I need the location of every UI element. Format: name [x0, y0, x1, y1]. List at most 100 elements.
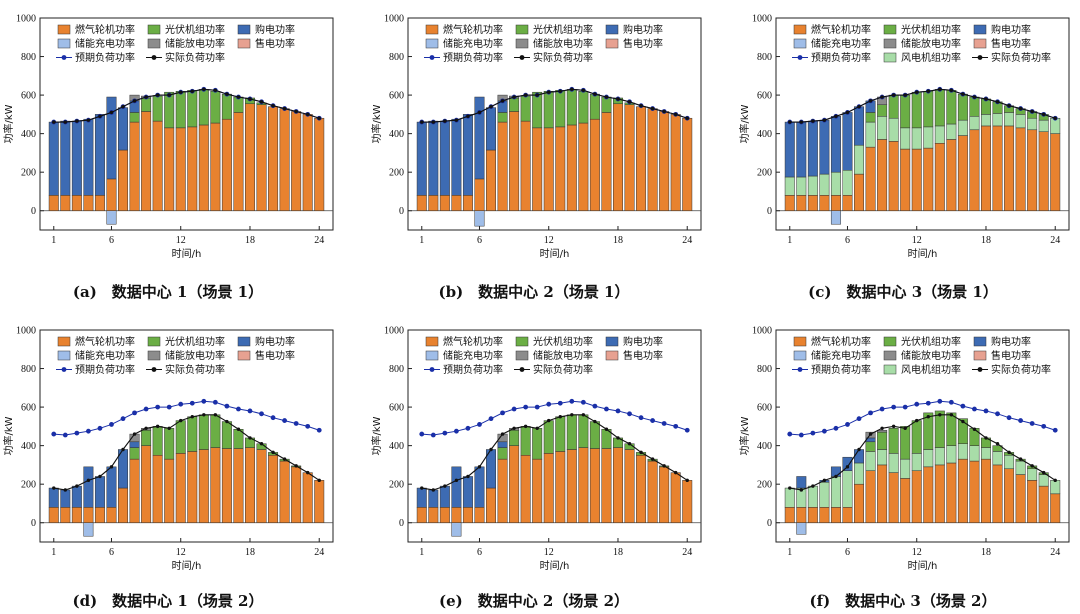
- predicted-load-point: [143, 406, 149, 412]
- actual-load-point: [305, 470, 310, 475]
- x-tick-label: 1: [419, 547, 424, 558]
- legend-label: 购电功率: [991, 335, 1031, 348]
- legend-label: 实际负荷功率: [991, 363, 1051, 376]
- actual-load-point: [685, 116, 689, 120]
- y-tick-label: 800: [21, 52, 36, 63]
- bar-gas: [462, 195, 473, 211]
- bar-buy: [462, 476, 473, 508]
- predicted-load-point: [442, 430, 448, 436]
- predicted-load-point: [305, 423, 311, 429]
- legend-label: 预期负荷功率: [75, 363, 135, 376]
- x-tick-label: 6: [477, 235, 482, 246]
- bar-gas: [129, 458, 140, 523]
- actual-load-point: [868, 432, 873, 436]
- bar-gas: [923, 466, 934, 523]
- actual-load-point: [891, 93, 896, 97]
- bar-pv: [543, 420, 554, 454]
- predicted-load-point: [534, 404, 540, 410]
- bar-gas: [106, 507, 117, 523]
- predicted-load-point: [155, 404, 161, 410]
- actual-load-point: [305, 112, 310, 117]
- bar-buy: [474, 96, 485, 180]
- legend-swatch-buy: [973, 336, 987, 347]
- actual-load-point: [271, 450, 275, 455]
- x-axis-label: 时间/h: [540, 559, 570, 572]
- actual-load-point: [961, 92, 965, 96]
- predicted-load-point: [259, 411, 264, 417]
- actual-load-point: [466, 474, 470, 479]
- bar-gas: [624, 449, 635, 523]
- legend-label: 光伏机组功率: [165, 335, 225, 348]
- actual-load-point: [213, 88, 218, 92]
- legend-swatch-buy: [237, 24, 251, 35]
- bar-gas: [210, 122, 221, 211]
- bar-wind: [980, 114, 991, 127]
- bar-gas: [900, 148, 911, 211]
- plot-frame: [775, 329, 1070, 543]
- legend-swatch-buy: [605, 336, 619, 347]
- bar-pv: [164, 428, 175, 460]
- predicted-load-point: [557, 400, 563, 406]
- actual-load-point: [282, 457, 287, 461]
- predicted-load-point: [798, 432, 804, 438]
- bar-wind: [900, 458, 911, 479]
- legend-swatch-charge: [793, 350, 807, 361]
- bar-gas: [198, 124, 209, 211]
- actual-load-point: [972, 427, 977, 431]
- bar-gas: [94, 195, 105, 211]
- x-axis-label: 时间/h: [172, 247, 202, 260]
- bar-wind: [865, 121, 876, 148]
- bar-pv: [141, 429, 152, 446]
- actual-load-point: [454, 118, 459, 122]
- bar-pv: [934, 410, 945, 448]
- legend-label: 预期负荷功率: [443, 51, 503, 64]
- actual-load-point: [570, 413, 574, 417]
- actual-load-point: [294, 464, 298, 468]
- bar-gas: [612, 103, 623, 211]
- bar-gas: [439, 195, 450, 211]
- bar-gas: [256, 449, 267, 523]
- actual-load-point: [132, 99, 137, 103]
- actual-load-point: [500, 99, 505, 103]
- x-tick-label: 24: [1050, 235, 1060, 246]
- actual-load-point: [75, 119, 79, 123]
- x-tick-label: 12: [912, 235, 922, 246]
- bar-gas: [842, 195, 853, 211]
- bar-buy: [796, 476, 807, 489]
- bar-gas: [636, 455, 647, 523]
- predicted-load-point: [120, 416, 126, 422]
- legend-swatch-discharge: [515, 350, 529, 361]
- y-tick-label: 800: [757, 52, 772, 63]
- actual-load-point: [926, 415, 930, 419]
- legend-swatch-gas: [793, 336, 807, 347]
- y-tick-label: 800: [21, 364, 36, 375]
- predicted-load-point: [430, 432, 436, 438]
- bar-gas: [486, 149, 497, 211]
- actual-load-point: [489, 104, 493, 109]
- bar-wind: [934, 447, 945, 466]
- bar-buy: [416, 121, 427, 196]
- bar-gas: [1004, 468, 1015, 523]
- predicted-load-point: [477, 422, 482, 427]
- legend-label: 实际负荷功率: [533, 51, 593, 64]
- bar-charge: [796, 522, 807, 535]
- chart-panel-b: 0 200 400 600 800 1000 1 6 12 18 24 时间/h 功率/kW 燃气轮机功率…: [370, 14, 702, 301]
- bar-pv: [175, 420, 186, 454]
- bar-wind: [1015, 114, 1026, 129]
- legend-swatch-wind: [883, 364, 897, 375]
- bar-gas: [94, 507, 105, 523]
- bar-gas: [830, 507, 841, 523]
- y-tick-label: 600: [21, 91, 36, 102]
- actual-load-point: [616, 97, 620, 101]
- actual-load-point: [317, 116, 321, 120]
- bar-gas: [520, 120, 531, 211]
- legend-swatch-gas: [57, 336, 71, 347]
- actual-load-point: [512, 426, 516, 430]
- bar-gas: [497, 458, 508, 523]
- bar-gas: [647, 108, 658, 211]
- y-tick-label: 1000: [384, 14, 404, 25]
- actual-load-point: [443, 484, 447, 488]
- actual-load-point: [650, 106, 655, 111]
